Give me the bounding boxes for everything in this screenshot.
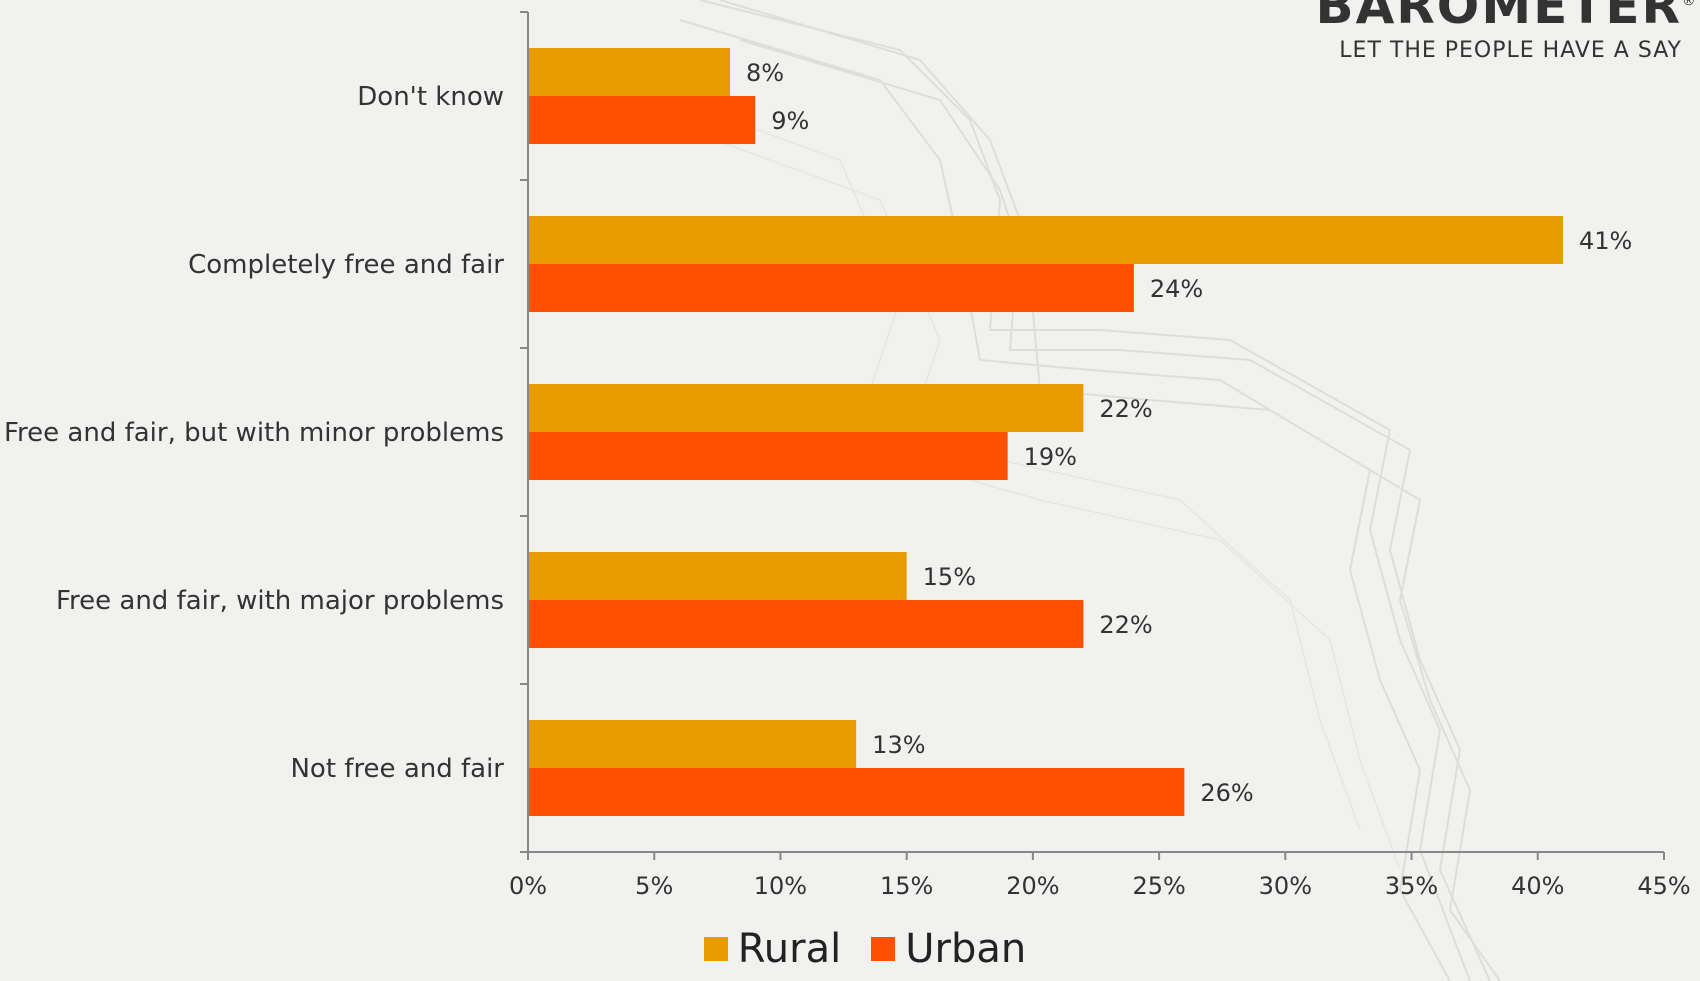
value-label-urban-4: 26% — [1200, 779, 1253, 807]
x-tick-label-8: 40% — [1511, 872, 1564, 900]
category-label-0: Don't know — [357, 82, 504, 112]
legend-swatch-rural — [703, 937, 728, 961]
category-label-1: Completely free and fair — [188, 250, 504, 280]
value-label-rural-1: 41% — [1579, 227, 1632, 255]
value-label-urban-3: 22% — [1099, 611, 1152, 639]
bar-rural-4 — [528, 720, 857, 768]
x-tick-label-1: 5% — [635, 872, 673, 900]
category-label-4: Not free and fair — [290, 754, 504, 784]
axes-group — [520, 11, 1665, 860]
value-label-urban-2: 19% — [1024, 443, 1077, 471]
legend-item-urban: Urban — [871, 926, 1026, 972]
category-labels-group: Don't know Completely free and fair Free a… — [4, 82, 504, 784]
x-tick-label-6: 30% — [1259, 872, 1312, 900]
bar-urban-1 — [528, 264, 1134, 312]
bar-urban-3 — [528, 600, 1084, 648]
value-label-rural-0: 8% — [746, 59, 784, 87]
bar-rural-3 — [528, 552, 907, 600]
x-tick-label-7: 35% — [1385, 872, 1438, 900]
brand-name: BAROMETER — [1315, 0, 1682, 35]
x-tick-label-4: 20% — [1006, 872, 1059, 900]
value-label-urban-0: 9% — [771, 107, 809, 135]
category-label-2: Free and fair, but with minor problems — [4, 418, 504, 448]
value-label-rural-4: 13% — [872, 731, 925, 759]
bar-urban-4 — [528, 768, 1185, 816]
value-label-rural-3: 15% — [923, 563, 976, 591]
x-tick-label-0: 0% — [509, 872, 547, 900]
value-label-urban-1: 24% — [1150, 275, 1203, 303]
brand-logo: BAROMETER ® LET THE PEOPLE HAVE A SAY — [1315, 0, 1695, 63]
brand-registered-mark: ® — [1683, 0, 1694, 8]
x-tick-label-2: 10% — [754, 872, 807, 900]
bar-urban-0 — [528, 96, 756, 144]
value-labels-group: 8% 9% 41% 24% 22% 19% 15% 22% 13% 26% — [746, 59, 1632, 807]
bar-rural-0 — [528, 48, 730, 96]
bar-rural-1 — [528, 216, 1564, 264]
brand-tagline: LET THE PEOPLE HAVE A SAY — [1339, 38, 1682, 63]
legend-item-rural: Rural — [703, 926, 842, 972]
x-tick-labels-group: 0% 5% 10% 15% 20% 25% 30% 35% 40% 45% — [509, 872, 1691, 900]
bar-urban-2 — [528, 432, 1008, 480]
value-label-rural-2: 22% — [1099, 395, 1152, 423]
category-label-3: Free and fair, with major problems — [56, 586, 504, 616]
bar-rural-2 — [528, 384, 1084, 432]
x-tick-label-3: 15% — [880, 872, 933, 900]
legend-label-rural: Rural — [737, 926, 842, 972]
legend: Rural Urban — [0, 926, 1700, 972]
bars-group — [528, 48, 1564, 816]
x-tick-label-5: 25% — [1132, 872, 1185, 900]
bar-chart: 8% 9% 41% 24% 22% 19% 15% 22% 13% 26% Don't know C… — [4, 11, 1691, 900]
legend-swatch-urban — [871, 937, 896, 961]
x-tick-label-9: 45% — [1637, 872, 1690, 900]
legend-label-urban: Urban — [905, 926, 1027, 972]
